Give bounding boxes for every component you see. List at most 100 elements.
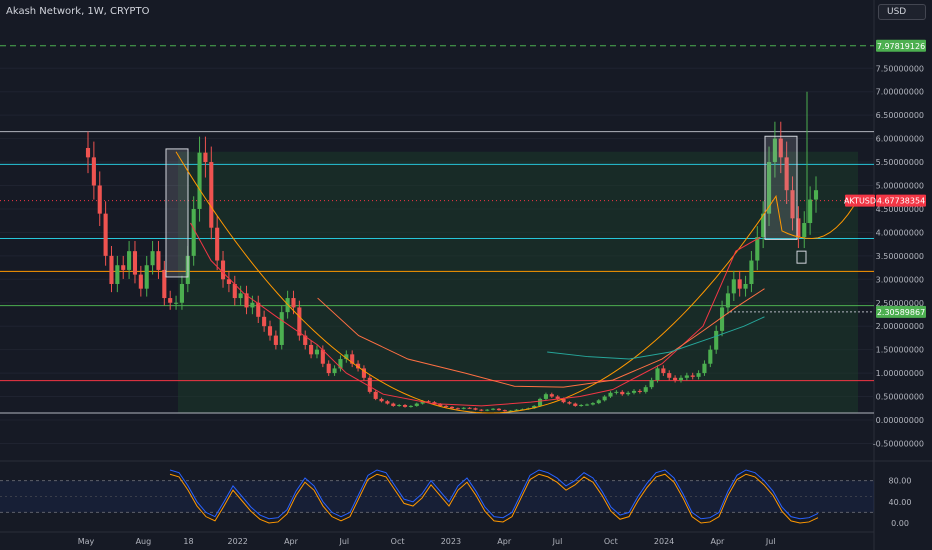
candle-body bbox=[614, 391, 619, 393]
candle-body bbox=[631, 390, 637, 393]
candle-body bbox=[796, 218, 801, 238]
candle-body bbox=[127, 251, 132, 270]
support-price-tag-label: 2.30589867 bbox=[877, 308, 925, 317]
candle-body bbox=[602, 396, 607, 401]
candle-body bbox=[608, 392, 613, 397]
ma-orange-line bbox=[317, 288, 765, 388]
price-tick-label: 4.50000000 bbox=[876, 205, 924, 214]
time-tick-label: Oct bbox=[391, 537, 405, 546]
current-price-tag-label: 4.67738354 bbox=[877, 197, 925, 206]
candle-body bbox=[326, 363, 331, 374]
candle-body bbox=[649, 380, 654, 388]
candle-body bbox=[673, 377, 678, 381]
candle-body bbox=[661, 368, 666, 374]
oscillator-tick-label: 40.00 bbox=[889, 498, 912, 507]
candle-body bbox=[426, 401, 431, 403]
candle-body bbox=[473, 408, 478, 410]
candle-body bbox=[790, 190, 795, 219]
candle-body bbox=[667, 373, 672, 378]
candle-body bbox=[708, 349, 713, 364]
candle-body bbox=[414, 403, 419, 406]
candle-body bbox=[344, 354, 349, 360]
candle-body bbox=[244, 293, 249, 308]
candle-body bbox=[250, 302, 255, 308]
candle-body bbox=[749, 260, 754, 284]
time-tick-label: Apr bbox=[497, 537, 512, 546]
candle-body bbox=[279, 312, 284, 345]
candle-body bbox=[596, 400, 601, 404]
ma-teal-line bbox=[547, 316, 765, 360]
candle-body bbox=[584, 404, 590, 406]
support-price-tag bbox=[876, 305, 926, 318]
candle-body bbox=[85, 147, 91, 158]
candle-body bbox=[643, 387, 648, 392]
candle-body bbox=[778, 138, 783, 158]
candle-body bbox=[373, 391, 378, 399]
cup-fill-area bbox=[178, 151, 858, 413]
candle-body bbox=[138, 274, 143, 289]
candle-body bbox=[714, 330, 719, 350]
candle-body bbox=[303, 335, 308, 345]
candle-body bbox=[731, 279, 736, 294]
candle-body bbox=[808, 199, 813, 224]
candle-body bbox=[549, 394, 554, 397]
candle-body bbox=[215, 227, 220, 261]
stoch-d-line bbox=[169, 473, 819, 524]
candle-body bbox=[678, 377, 684, 381]
candle-body bbox=[121, 265, 126, 270]
candle-body bbox=[485, 409, 490, 411]
candle-body bbox=[220, 260, 226, 280]
currency-button[interactable]: USD bbox=[878, 4, 926, 20]
candle-body bbox=[97, 185, 102, 214]
candle-body bbox=[174, 302, 179, 304]
candle-body bbox=[655, 368, 660, 381]
candle-body bbox=[408, 405, 413, 407]
candle-body bbox=[761, 213, 766, 238]
time-tick-label: Jul bbox=[338, 537, 349, 546]
candle-body bbox=[338, 359, 343, 369]
candle-body bbox=[350, 354, 355, 364]
candle-body bbox=[455, 408, 460, 410]
price-tick-label: 1.50000000 bbox=[876, 346, 924, 355]
time-tick-label: 2024 bbox=[654, 537, 674, 546]
candle-body bbox=[297, 307, 302, 336]
candle-body bbox=[168, 298, 173, 303]
candle-body bbox=[508, 410, 513, 412]
stoch-k-line bbox=[169, 469, 819, 520]
candle-body bbox=[538, 398, 543, 406]
target-price-tag bbox=[876, 39, 926, 52]
price-tick-label: 5.50000000 bbox=[876, 158, 924, 167]
candle-body bbox=[209, 162, 214, 228]
candle-body bbox=[309, 344, 314, 355]
price-tick-label: 6.00000000 bbox=[876, 135, 924, 144]
candle-body bbox=[620, 391, 625, 395]
price-tick-label: 7.00000000 bbox=[876, 88, 924, 97]
oscillator-tick-label: 80.00 bbox=[889, 477, 912, 486]
candle-body bbox=[385, 401, 390, 404]
price-tick-label: 2.00000000 bbox=[876, 322, 924, 331]
candle-body bbox=[291, 298, 296, 308]
candle-body bbox=[320, 349, 325, 364]
candle-body bbox=[150, 251, 155, 266]
candle-body bbox=[191, 208, 196, 256]
candle-body bbox=[156, 251, 161, 270]
candle-body bbox=[232, 283, 237, 299]
candle-body bbox=[356, 363, 361, 369]
candle-body bbox=[690, 375, 695, 377]
candle-body bbox=[103, 213, 108, 256]
time-tick-label: Apr bbox=[710, 537, 725, 546]
candle-body bbox=[361, 368, 366, 378]
candle-body bbox=[784, 157, 789, 191]
price-tick-label: 1.00000000 bbox=[876, 369, 924, 378]
price-tick-label: 7.50000000 bbox=[876, 64, 924, 73]
price-tick-label: 0.50000000 bbox=[876, 393, 924, 402]
candle-body bbox=[514, 409, 519, 411]
candle-body bbox=[725, 293, 730, 308]
price-tick-label: -0.50000000 bbox=[873, 439, 924, 448]
candle-body bbox=[144, 265, 149, 289]
candle-body bbox=[115, 265, 120, 284]
candle-body bbox=[397, 404, 402, 406]
candle-body bbox=[543, 394, 548, 399]
